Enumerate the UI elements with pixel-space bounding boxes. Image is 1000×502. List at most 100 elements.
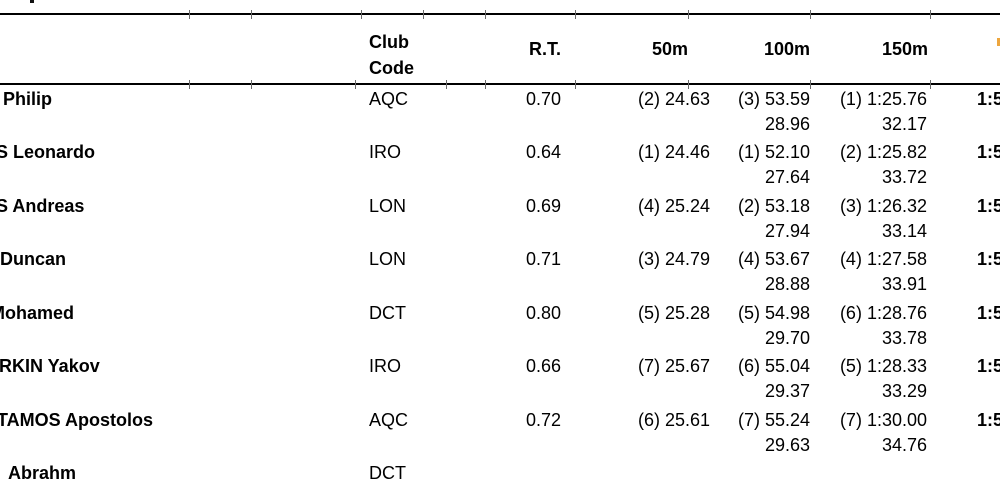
final-time-partial: 1:5: [977, 196, 1000, 216]
lap-100m: 29.70: [764, 328, 810, 348]
lap-100m: 29.63: [764, 435, 810, 455]
column-divider-tick: [485, 10, 486, 19]
header-50m: 50m: [651, 39, 688, 59]
split-50m: (7) 25.67: [637, 356, 710, 376]
split-150m: (7) 1:30.00: [839, 410, 927, 430]
lap-100m: 28.88: [764, 274, 810, 294]
lap-100m: 28.96: [764, 114, 810, 134]
table-row: S Andreas LON 0.69 (4) 25.24 (2) 53.18 2…: [0, 197, 1000, 249]
reaction-time: 0.66: [525, 356, 561, 376]
club-code: LON: [369, 249, 407, 269]
column-divider-tick: [251, 10, 252, 19]
club-code: DCT: [369, 463, 406, 483]
column-divider-tick: [355, 80, 356, 89]
clipped-header-marker: [997, 38, 1000, 46]
column-divider-tick: [485, 80, 486, 89]
column-divider-tick: [810, 10, 811, 19]
swimmer-name: RKIN Yakov: [0, 356, 100, 376]
column-divider-tick: [189, 10, 190, 19]
split-150m: (6) 1:28.76: [839, 303, 927, 323]
table-row: S Leonardo IRO 0.64 (1) 24.46 (1) 52.10 …: [0, 143, 1000, 195]
split-100m: (1) 52.10: [737, 142, 810, 162]
split-150m: (3) 1:26.32: [839, 196, 927, 216]
table-row: Duncan LON 0.71 (3) 24.79 (4) 53.67 28.8…: [0, 250, 1000, 302]
final-time-partial: 1:5: [977, 303, 1000, 323]
column-divider-tick: [361, 10, 362, 19]
swimmer-name: Mohamed: [0, 303, 75, 323]
header-club-code: Club Code: [369, 29, 414, 81]
header-reaction-time: R.T.: [528, 39, 561, 59]
split-50m: (4) 25.24: [637, 196, 710, 216]
split-100m: (7) 55.24: [737, 410, 810, 430]
final-time-partial: 1:5: [977, 249, 1000, 269]
reaction-time: 0.70: [525, 89, 561, 109]
column-divider-tick: [423, 10, 424, 19]
swimmer-name: S Leonardo: [0, 142, 96, 162]
swimmer-name: Abrahm: [8, 463, 77, 483]
table-top-rule: [0, 13, 1000, 15]
reaction-time: 0.64: [525, 142, 561, 162]
swimmer-name: Philip: [3, 89, 52, 109]
column-divider-tick: [930, 10, 931, 19]
column-divider-tick: [575, 80, 576, 89]
header-150m: 150m: [881, 39, 928, 59]
lap-100m: 29.37: [764, 381, 810, 401]
split-50m: (2) 24.63: [637, 89, 710, 109]
column-divider-tick: [810, 80, 811, 89]
table-row: Philip AQC 0.70 (2) 24.63 (3) 53.59 28.9…: [0, 90, 1000, 142]
header-club-line1: Club: [369, 32, 409, 52]
lap-150m: 33.78: [881, 328, 927, 348]
split-150m: (2) 1:25.82: [839, 142, 927, 162]
split-50m: (6) 25.61: [637, 410, 710, 430]
column-divider-tick: [251, 80, 252, 89]
clipped-text-remnant: [30, 0, 34, 3]
reaction-time: 0.69: [525, 196, 561, 216]
column-divider-tick: [446, 80, 447, 89]
swimmer-name: Duncan: [0, 249, 67, 269]
split-100m: (5) 54.98: [737, 303, 810, 323]
final-time-partial: 1:5: [977, 142, 1000, 162]
header-100m: 100m: [763, 39, 810, 59]
header-club-line2: Code: [369, 58, 414, 78]
split-50m: (1) 24.46: [637, 142, 710, 162]
lap-150m: 33.72: [881, 167, 927, 187]
lap-150m: 33.14: [881, 221, 927, 241]
swimmer-name: S Andreas: [0, 196, 85, 216]
split-150m: (4) 1:27.58: [839, 249, 927, 269]
table-row: Abrahm DCT: [0, 464, 1000, 502]
reaction-time: 0.80: [525, 303, 561, 323]
split-50m: (3) 24.79: [637, 249, 710, 269]
final-time-partial: 1:5: [977, 89, 1000, 109]
header-bottom-rule: [0, 83, 1000, 85]
club-code: IRO: [369, 356, 402, 376]
lap-150m: 34.76: [881, 435, 927, 455]
split-100m: (2) 53.18: [737, 196, 810, 216]
column-divider-tick: [688, 80, 689, 89]
club-code: AQC: [369, 410, 409, 430]
club-code: LON: [369, 196, 407, 216]
column-divider-tick: [688, 10, 689, 19]
club-code: DCT: [369, 303, 406, 323]
lap-150m: 32.17: [881, 114, 927, 134]
column-divider-tick: [189, 80, 190, 89]
lap-100m: 27.64: [764, 167, 810, 187]
split-100m: (3) 53.59: [737, 89, 810, 109]
final-time-partial: 1:5: [977, 356, 1000, 376]
table-row: RKIN Yakov IRO 0.66 (7) 25.67 (6) 55.04 …: [0, 357, 1000, 409]
split-150m: (5) 1:28.33: [839, 356, 927, 376]
column-divider-tick: [575, 10, 576, 19]
swimmer-name: TAMOS Apostolos: [0, 410, 153, 430]
table-row: TAMOS Apostolos AQC 0.72 (6) 25.61 (7) 5…: [0, 411, 1000, 463]
club-code: IRO: [369, 142, 402, 162]
split-100m: (4) 53.67: [737, 249, 810, 269]
final-time-partial: 1:5: [977, 410, 1000, 430]
club-code: AQC: [369, 89, 409, 109]
split-100m: (6) 55.04: [737, 356, 810, 376]
lap-150m: 33.29: [881, 381, 927, 401]
table-row: Mohamed DCT 0.80 (5) 25.28 (5) 54.98 29.…: [0, 304, 1000, 356]
split-150m: (1) 1:25.76: [839, 89, 927, 109]
reaction-time: 0.72: [525, 410, 561, 430]
lap-150m: 33.91: [881, 274, 927, 294]
lap-100m: 27.94: [764, 221, 810, 241]
